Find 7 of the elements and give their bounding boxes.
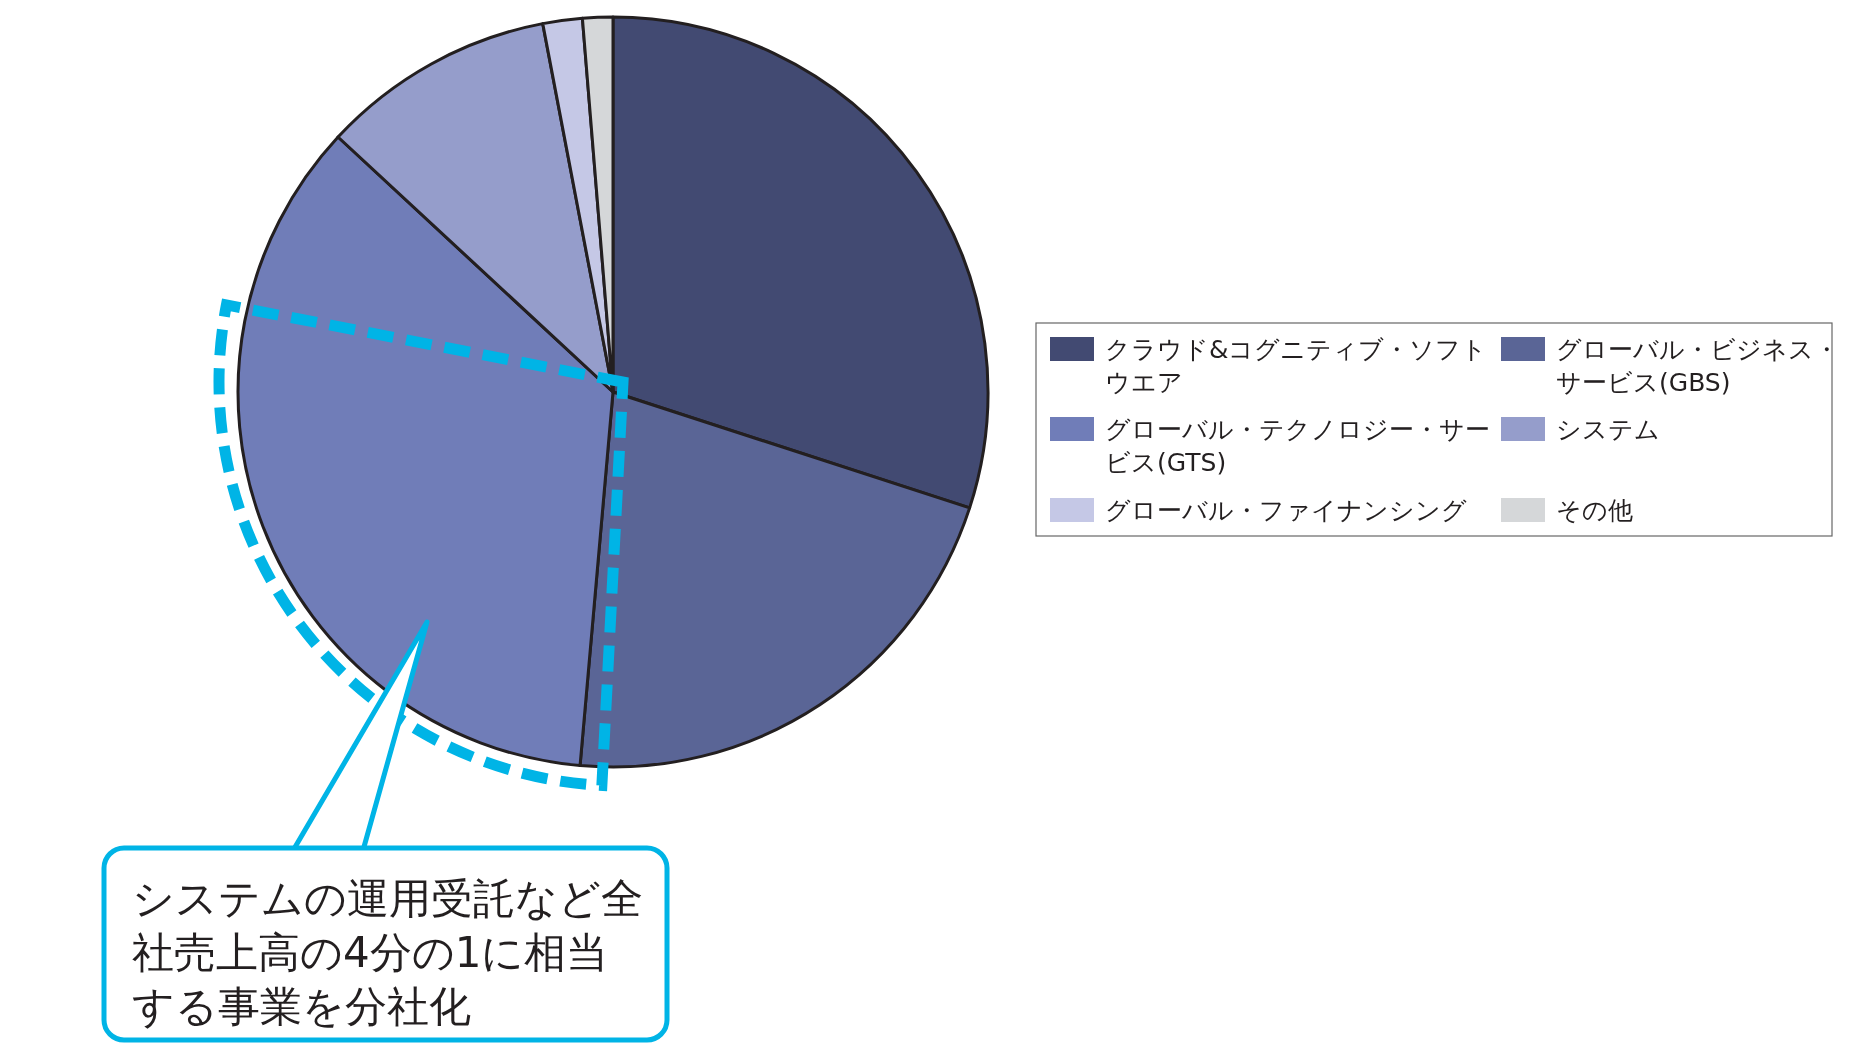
legend-label: グローバル・ビジネス・サービス(GBS)	[1556, 335, 1839, 397]
legend-label: その他	[1556, 496, 1633, 525]
legend-label: グローバル・テクノロジー・サービス(GTS)	[1105, 415, 1490, 477]
legend-label: クラウド&コグニティブ・ソフトウエア	[1105, 335, 1488, 397]
text: システムの運用受託など全社売上高の4分の1に相当する事業を分社化	[132, 874, 643, 1031]
legend-label: システム	[1556, 415, 1660, 444]
legend-label: グローバル・ファイナンシング	[1105, 496, 1467, 525]
